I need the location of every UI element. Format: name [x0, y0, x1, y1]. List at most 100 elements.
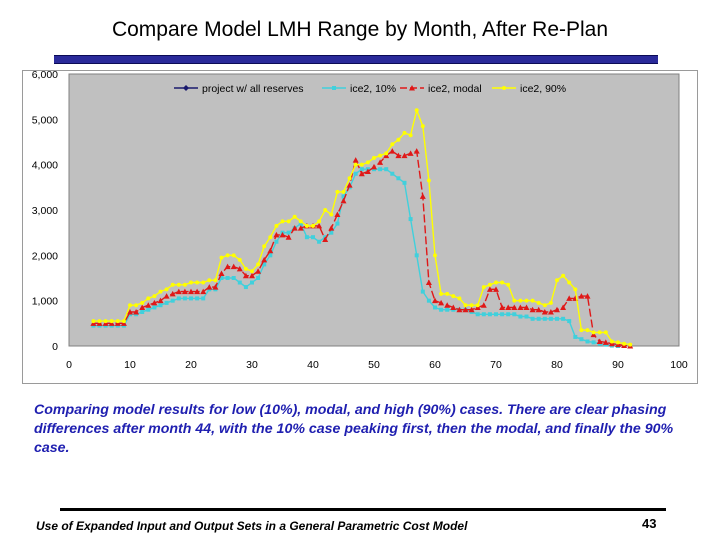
series-3-point [450, 304, 457, 310]
series-4-point [585, 328, 590, 333]
series-2-point [146, 307, 151, 312]
series-4-point [524, 298, 529, 303]
series-4-point [487, 282, 492, 287]
series-2-point [274, 239, 279, 244]
x-tick-label: 0 [66, 359, 72, 371]
series-3-point [474, 304, 481, 310]
series-2-point [317, 239, 322, 244]
series-3-point [279, 231, 286, 238]
series-4-point [463, 303, 468, 308]
series-4-point [237, 257, 242, 262]
series-3-point [462, 306, 469, 313]
series-3-point [377, 159, 384, 165]
series-4-point [317, 219, 322, 224]
legend-marker [409, 85, 415, 91]
series-3-point [505, 304, 512, 310]
series-4-point [530, 298, 535, 303]
series-4-point [189, 280, 193, 285]
footer-divider [60, 508, 666, 511]
legend-item: ice2, 90% [492, 83, 566, 95]
series-4-point [445, 291, 450, 296]
series-4-point [109, 319, 114, 324]
series-2-point [152, 305, 157, 310]
series-4-point [579, 328, 584, 333]
series-3-point [566, 295, 573, 301]
series-2-point [433, 305, 437, 310]
series-3-point [413, 148, 420, 154]
series-4-point [280, 219, 285, 224]
series-2-point [140, 310, 145, 314]
series-2-point [567, 319, 572, 324]
series-2-point [506, 312, 511, 317]
series-2-point [378, 167, 383, 172]
series-3-point [615, 341, 621, 348]
series-3-point [432, 297, 438, 304]
series-4-point [243, 266, 248, 271]
legend-label: ice2, modal [428, 83, 482, 95]
series-3-point [291, 225, 298, 231]
series-2-point [512, 312, 517, 317]
series-4-point [396, 137, 401, 142]
series-3-point [297, 225, 304, 231]
y-tick-label: 2,000 [32, 250, 58, 262]
series-2-point [500, 312, 505, 317]
series-4-point [140, 300, 145, 305]
series-4-point [439, 291, 444, 296]
series-4-point [262, 244, 267, 249]
series-3-point [364, 168, 371, 174]
legend-label: ice2, 10% [350, 83, 396, 95]
series-2-point [201, 296, 206, 301]
series-3-point [493, 286, 499, 292]
series-3-point [486, 286, 493, 292]
series-4-point [195, 280, 200, 285]
y-tick-label: 1,000 [32, 296, 58, 308]
series-3-point [261, 256, 268, 263]
series-4-point [609, 339, 614, 344]
series-3-point [480, 302, 487, 308]
series-4-point [433, 253, 437, 258]
series-3-point [133, 309, 140, 315]
series-3-point [218, 270, 225, 276]
series-2-point [341, 194, 346, 199]
y-tick-label: 4,000 [32, 160, 58, 172]
series-4-point [286, 219, 291, 224]
legend-marker [332, 86, 336, 90]
title-divider [54, 55, 658, 64]
series-4-point [555, 278, 559, 283]
series-3-point [230, 263, 237, 270]
series-4-point [121, 319, 126, 324]
series-2-point [298, 221, 303, 226]
series-4-point [146, 296, 151, 301]
series-2-point [164, 300, 169, 305]
series-3-point [517, 304, 524, 310]
series-3-point [322, 236, 329, 242]
legend-label: ice2, 90% [520, 83, 566, 95]
series-2-point [561, 316, 566, 321]
series-4-point [298, 219, 303, 224]
series-2-point [219, 276, 224, 280]
series-4-point [591, 330, 596, 335]
series-4-point [164, 287, 169, 292]
series-3-point [419, 193, 426, 199]
page-number: 43 [642, 516, 657, 531]
series-2-point [518, 314, 523, 319]
x-tick-label: 50 [368, 359, 380, 371]
series-2-point [536, 316, 541, 321]
series-2-point [353, 171, 358, 176]
series-3-point [236, 265, 243, 272]
series-4-point [213, 278, 218, 283]
series-4-point [457, 296, 462, 301]
series-4-point [561, 273, 566, 278]
series-4-point [152, 294, 157, 299]
series-4-point [128, 303, 132, 308]
legend-marker [502, 86, 506, 90]
series-2-point [524, 314, 529, 319]
series-4-point [97, 319, 102, 324]
series-2-point [481, 312, 486, 317]
series-3-point [139, 304, 146, 310]
series-4-point [182, 282, 187, 287]
series-3-point [114, 320, 121, 326]
series-2-point [182, 296, 187, 301]
series-2-point [311, 235, 315, 240]
series-3-point [602, 339, 609, 345]
